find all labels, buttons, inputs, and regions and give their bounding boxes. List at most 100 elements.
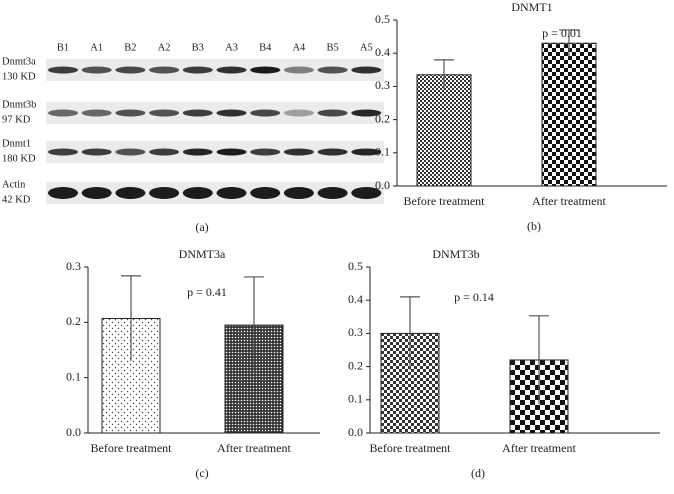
x-tick-label: After treatment — [502, 441, 576, 455]
chart-title: DNMT3a — [179, 247, 226, 261]
protein-size: 180 KD — [2, 153, 36, 164]
bar — [416, 74, 472, 187]
band — [48, 148, 78, 156]
lane-label: B2 — [124, 42, 136, 53]
band — [182, 187, 213, 199]
band — [250, 148, 281, 156]
band — [115, 187, 146, 199]
y-tick-label: 0.3 — [375, 78, 390, 92]
band — [182, 109, 213, 117]
chart-title: DNMT1 — [511, 0, 552, 14]
lane-label: B4 — [259, 42, 272, 53]
y-tick-label: 0.4 — [348, 292, 363, 306]
lane-label: A5 — [360, 42, 373, 53]
band — [216, 109, 247, 117]
band — [250, 66, 281, 74]
band — [149, 187, 180, 199]
blot-strip — [46, 102, 384, 124]
protein-name: Dnmt3b — [2, 99, 36, 110]
y-tick-label: 0.4 — [375, 45, 390, 59]
caption: (b) — [527, 219, 541, 233]
x-tick-label: Before treatment — [404, 194, 486, 208]
y-tick-label: 0.5 — [348, 259, 363, 273]
blot-strip — [46, 141, 384, 163]
x-tick-label: After treatment — [532, 194, 606, 208]
band — [317, 187, 348, 199]
chart-title: DNMT3b — [432, 247, 479, 261]
band — [250, 109, 281, 117]
band — [317, 148, 348, 156]
band — [283, 187, 314, 199]
x-tick-label: Before treatment — [370, 441, 452, 455]
lane-label: A2 — [158, 42, 171, 53]
y-tick-label: 0.5 — [375, 12, 390, 26]
blot-strip — [46, 59, 384, 81]
band — [48, 187, 78, 199]
protein-size: 130 KD — [2, 71, 36, 82]
caption: (c) — [195, 466, 208, 480]
y-tick-label: 0.2 — [375, 111, 390, 125]
protein-size: 97 KD — [2, 114, 31, 125]
band — [216, 148, 247, 156]
band — [115, 66, 146, 74]
band — [48, 109, 78, 117]
annotation: p = 0.01 — [542, 26, 582, 40]
caption: (a) — [195, 220, 208, 234]
band — [216, 187, 247, 199]
band — [351, 187, 382, 199]
band — [250, 187, 281, 199]
band — [216, 66, 247, 74]
lane-label: B5 — [326, 42, 338, 53]
band — [81, 109, 112, 117]
band — [351, 109, 382, 117]
band — [182, 148, 213, 156]
y-tick-label: 0.3 — [66, 259, 81, 273]
error-bar — [121, 275, 141, 362]
y-tick-label: 0.0 — [375, 178, 390, 192]
error-bar — [400, 296, 420, 370]
protein-size: 42 KD — [2, 194, 31, 205]
band — [283, 148, 314, 156]
y-tick-label: 0.2 — [348, 358, 363, 372]
band — [351, 66, 382, 74]
band — [317, 66, 348, 74]
y-tick-label: 0.1 — [348, 392, 363, 406]
protein-name: Actin — [2, 179, 26, 190]
band — [283, 109, 314, 117]
bar — [541, 42, 597, 187]
y-tick-label: 0.0 — [348, 425, 363, 439]
band — [48, 66, 78, 74]
band — [149, 66, 180, 74]
protein-name: Dnmt1 — [2, 138, 31, 149]
lane-label: B3 — [192, 42, 204, 53]
caption: (d) — [471, 466, 485, 480]
lane-label: A4 — [292, 42, 306, 53]
lane-label: B1 — [57, 42, 69, 53]
band — [149, 148, 180, 156]
y-tick-label: 0.1 — [66, 369, 81, 383]
y-tick-label: 0.1 — [375, 145, 390, 159]
x-tick-label: After treatment — [217, 441, 291, 455]
band — [115, 148, 146, 156]
band — [81, 66, 112, 74]
band — [283, 66, 314, 74]
annotation: p = 0.41 — [187, 285, 227, 299]
annotation: p = 0.14 — [454, 290, 494, 304]
band — [351, 148, 382, 156]
error-bar — [559, 29, 579, 57]
band — [149, 109, 180, 117]
protein-name: Dnmt3a — [2, 56, 36, 67]
error-bar — [244, 276, 264, 374]
band — [182, 66, 213, 74]
lane-label: A1 — [90, 42, 103, 53]
band — [115, 109, 146, 117]
band — [81, 187, 112, 199]
band — [317, 109, 348, 117]
x-tick-label: Before treatment — [91, 441, 173, 455]
y-tick-label: 0.3 — [348, 325, 363, 339]
y-tick-label: 0.2 — [66, 314, 81, 328]
y-tick-label: 0.0 — [66, 425, 81, 439]
band — [81, 148, 112, 156]
error-bar — [529, 315, 549, 405]
